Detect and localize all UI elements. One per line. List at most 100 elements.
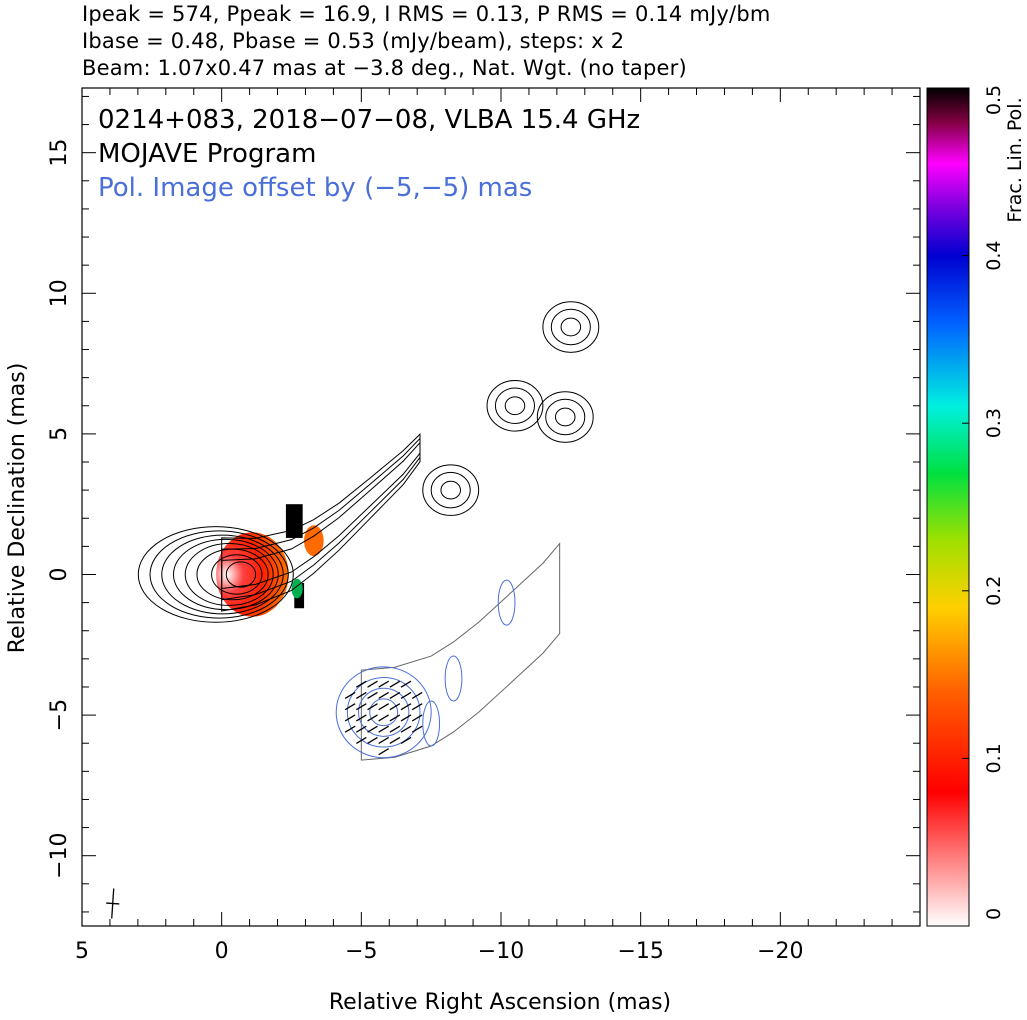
header-line-2: Ibase = 0.48, Pbase = 0.53 (mJy/beam), s… xyxy=(82,29,625,53)
pol-outer-contour xyxy=(360,542,561,761)
polarized-intensity-contours xyxy=(335,542,561,761)
y-tick-label: −10 xyxy=(47,832,72,878)
evpa-vector xyxy=(400,714,412,722)
pol-knot-contour xyxy=(444,655,463,702)
stokes-i-knot-contour xyxy=(504,396,526,416)
evpa-vector xyxy=(344,703,356,711)
stokes-i-knot-contour xyxy=(554,407,576,427)
colorbar-tick-label: 0.3 xyxy=(983,408,1005,438)
stokes-i-knot-contour xyxy=(550,308,591,346)
evpa-vector xyxy=(367,680,378,688)
stokes-i-knot-contour xyxy=(542,301,600,353)
stokes-i-knot-contour xyxy=(536,391,594,443)
colorbar-ticks: 0 0.1 0.2 0.3 0.4 0.5 xyxy=(962,85,1005,927)
pol-knot-contour xyxy=(497,579,516,626)
pol-fill-core xyxy=(216,532,289,617)
evpa-vector xyxy=(378,748,390,756)
evpa-vector xyxy=(389,725,401,733)
pol-core-contour xyxy=(369,698,399,727)
colorbar-tick-label: 0 xyxy=(983,908,1005,920)
map-title: 0214+083, 2018−07−08, VLBA 15.4 GHz xyxy=(98,105,640,135)
x-tick-label: −10 xyxy=(478,939,524,964)
pol-core-contour xyxy=(335,666,432,759)
pol-knot-contour xyxy=(422,700,441,747)
evpa-vector xyxy=(355,680,367,688)
stokes-i-knot-contour xyxy=(494,387,536,424)
evpa-vector xyxy=(344,691,356,699)
evpa-vector xyxy=(355,703,367,711)
evpa-vector xyxy=(389,703,401,711)
evpa-vector xyxy=(367,714,378,722)
pol-offset-annotation: Pol. Image offset by (−5,−5) mas xyxy=(98,173,532,203)
stokes-i-knot-contour xyxy=(430,471,471,509)
colorbar-tick-label: 0.4 xyxy=(983,240,1005,270)
evpa-vector xyxy=(389,691,401,699)
evpa-vector xyxy=(400,691,412,699)
evpa-vector xyxy=(344,725,356,733)
y-tick-label: −5 xyxy=(47,699,72,731)
evpa-vector xyxy=(378,703,390,711)
axis-tick-labels: 5 0 −5 −10 −15 −20 15 10 5 0 −5 −10 xyxy=(47,139,804,964)
pol-core-contour xyxy=(346,677,421,748)
colorbar xyxy=(926,87,970,927)
stokes-i-contours xyxy=(137,301,600,623)
header-line-1: Ipeak = 574, Ppeak = 16.9, I RMS = 0.13,… xyxy=(82,2,771,26)
stokes-i-knot-contour xyxy=(440,480,461,500)
colorbar-tick-label: 0.2 xyxy=(983,576,1005,606)
evpa-vector xyxy=(389,714,401,722)
x-tick-label: 0 xyxy=(215,939,229,964)
stokes-i-knot-contour xyxy=(422,464,480,516)
evpa-vector xyxy=(367,691,378,699)
evpa-vector xyxy=(389,680,401,688)
stokes-i-core-contour xyxy=(225,561,257,588)
y-tick-label: 0 xyxy=(47,567,72,581)
x-tick-label: −15 xyxy=(617,939,663,964)
evpa-vector xyxy=(378,714,390,722)
x-tick-label: −20 xyxy=(757,939,803,964)
colorbar-tick-label: 0.1 xyxy=(983,743,1005,773)
header-line-3: Beam: 1.07x0.47 mas at −3.8 deg., Nat. W… xyxy=(82,56,687,80)
y-tick-label: 15 xyxy=(47,139,72,167)
pol-fill-high-edge xyxy=(285,504,303,538)
evpa-vectors xyxy=(344,680,423,756)
evpa-vector xyxy=(411,691,423,699)
y-axis-label: Relative Declination (mas) xyxy=(5,363,30,654)
evpa-vector xyxy=(400,680,412,688)
evpa-vector xyxy=(411,725,423,733)
stokes-i-knot-contour xyxy=(560,317,582,337)
stokes-i-core-contour xyxy=(149,530,289,619)
x-axis-label: Relative Right Ascension (mas) xyxy=(329,990,671,1015)
beam-marker xyxy=(106,888,120,919)
axis-ticks xyxy=(81,88,920,926)
map-subtitle: MOJAVE Program xyxy=(98,139,316,169)
evpa-vector xyxy=(400,703,412,711)
stokes-i-core-contour xyxy=(184,543,274,606)
x-tick-label: −5 xyxy=(345,939,377,964)
colorbar-tick-label: 0.5 xyxy=(983,85,1005,115)
x-tick-label: 5 xyxy=(75,939,89,964)
stokes-i-core-contour xyxy=(211,554,263,595)
evpa-vector xyxy=(411,703,423,711)
evpa-vector xyxy=(378,691,390,699)
evpa-vector xyxy=(400,736,412,744)
pol-core-contour xyxy=(358,687,410,737)
evpa-vector xyxy=(378,736,390,744)
colorbar-label: Frac. Lin. Pol. xyxy=(1004,97,1026,222)
y-tick-label: 10 xyxy=(47,279,72,307)
plot-frame xyxy=(81,87,921,927)
evpa-vector xyxy=(367,725,378,733)
stokes-i-knot-contour xyxy=(545,398,586,436)
stokes-i-core-contour xyxy=(172,538,279,611)
evpa-vector xyxy=(411,714,423,722)
evpa-vector xyxy=(367,703,378,711)
evpa-vector xyxy=(367,736,378,744)
evpa-vector xyxy=(378,725,390,733)
stokes-i-jet-contour xyxy=(221,433,421,612)
y-tick-label: 5 xyxy=(47,427,72,441)
evpa-vector xyxy=(378,680,390,688)
evpa-vector xyxy=(400,725,412,733)
evpa-vector xyxy=(389,736,401,744)
stokes-i-core-contour xyxy=(137,526,294,623)
evpa-vector xyxy=(355,725,367,733)
